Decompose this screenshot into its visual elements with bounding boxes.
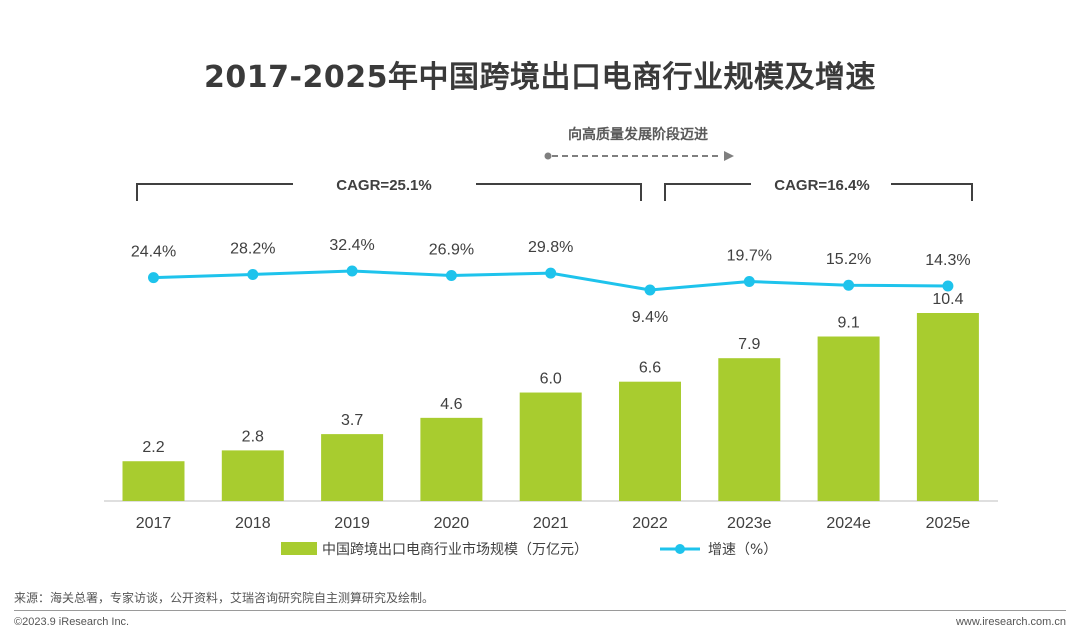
growth-label-2025e: 14.3% xyxy=(925,252,970,269)
footer-divider xyxy=(14,610,1066,611)
bar-label-2021: 6.0 xyxy=(540,371,562,388)
bar-2021 xyxy=(519,392,582,501)
bar-label-2023e: 7.9 xyxy=(738,336,760,353)
x-tick-2025e: 2025e xyxy=(926,515,971,532)
x-tick-2017: 2017 xyxy=(136,515,172,532)
bar-group xyxy=(122,313,979,501)
growth-point-2019 xyxy=(346,265,358,277)
growth-label-2021: 29.8% xyxy=(528,239,573,256)
bar-2019 xyxy=(321,434,384,501)
website[interactable]: www.iresearch.com.cn xyxy=(955,616,1066,628)
growth-value-labels: 24.4% 28.2% 32.4% 26.9% 29.8% 9.4% 19.7% 15.2% 1… xyxy=(131,237,971,326)
bar-2025e xyxy=(916,313,979,501)
growth-label-2018: 28.2% xyxy=(230,240,275,257)
growth-label-2017: 24.4% xyxy=(131,244,176,261)
x-tick-2023e: 2023e xyxy=(727,515,772,532)
chart-title: 2017-2025年中国跨境出口电商行业规模及增速 xyxy=(204,60,876,95)
x-tick-2021: 2021 xyxy=(533,515,569,532)
growth-label-2023e: 19.7% xyxy=(727,247,772,264)
bar-label-2025e: 10.4 xyxy=(932,291,963,308)
growth-point-2017 xyxy=(148,272,159,284)
growth-label-2024e: 15.2% xyxy=(826,251,871,268)
bar-2018 xyxy=(221,450,284,501)
cagr-right-label: CAGR=16.4% xyxy=(774,177,869,194)
bar-label-2017: 2.2 xyxy=(142,439,164,456)
cagr-bracket-left xyxy=(136,183,642,201)
bar-label-2022: 6.6 xyxy=(639,360,661,377)
bar-label-2019: 3.7 xyxy=(341,412,363,429)
growth-label-2019: 32.4% xyxy=(329,237,374,254)
arrow-annotation-text: 向高质量发展阶段迈进 xyxy=(568,126,708,143)
bar-label-2018: 2.8 xyxy=(242,428,264,445)
legend: 中国跨境出口电商行业市场规模（万亿元） 增速（%） xyxy=(281,541,777,558)
bar-2024e xyxy=(817,336,880,501)
growth-point-2020 xyxy=(445,270,457,282)
x-tick-2019: 2019 xyxy=(334,515,370,532)
legend-bar-label: 中国跨境出口电商行业市场规模（万亿元） xyxy=(322,541,588,558)
bar-2023e xyxy=(718,358,781,501)
growth-point-2023e xyxy=(743,275,755,287)
bar-2022 xyxy=(619,381,681,501)
cagr-left-label: CAGR=25.1% xyxy=(336,177,431,194)
growth-point-2025e xyxy=(942,280,954,292)
trend-arrow xyxy=(544,151,734,161)
x-tick-2020: 2020 xyxy=(434,515,470,532)
legend-bar-swatch xyxy=(281,542,317,555)
growth-point-2021 xyxy=(545,267,557,279)
x-tick-2018: 2018 xyxy=(235,515,271,532)
growth-point-2018 xyxy=(247,268,259,280)
cagr-bracket-right xyxy=(664,183,973,201)
legend-line-marker xyxy=(675,544,685,554)
growth-label-2022: 9.4% xyxy=(632,309,668,326)
bar-label-2024e: 9.1 xyxy=(837,315,859,332)
growth-label-2020: 26.9% xyxy=(429,242,474,259)
x-tick-2024e: 2024e xyxy=(826,515,871,532)
bar-label-2020: 4.6 xyxy=(440,396,462,413)
bar-value-labels: 2.2 2.8 3.7 4.6 6.0 6.6 7.9 9.1 10.4 xyxy=(142,291,963,456)
source-note: 来源：海关总署，专家访谈，公开资料，艾瑞咨询研究院自主测算研究及绘制。 xyxy=(14,591,435,605)
legend-line-label: 增速（%） xyxy=(708,542,777,558)
copyright: ©2023.9 iResearch Inc. xyxy=(14,616,130,628)
bar-2017 xyxy=(122,461,185,501)
growth-points xyxy=(148,265,954,296)
x-tick-labels: 2017 2018 2019 2020 2021 2022 2023e 2024e 2025e xyxy=(136,515,971,532)
x-tick-2022: 2022 xyxy=(632,515,668,532)
growth-point-2024e xyxy=(843,279,855,291)
growth-point-2022 xyxy=(644,284,656,296)
bar-2020 xyxy=(420,417,483,501)
